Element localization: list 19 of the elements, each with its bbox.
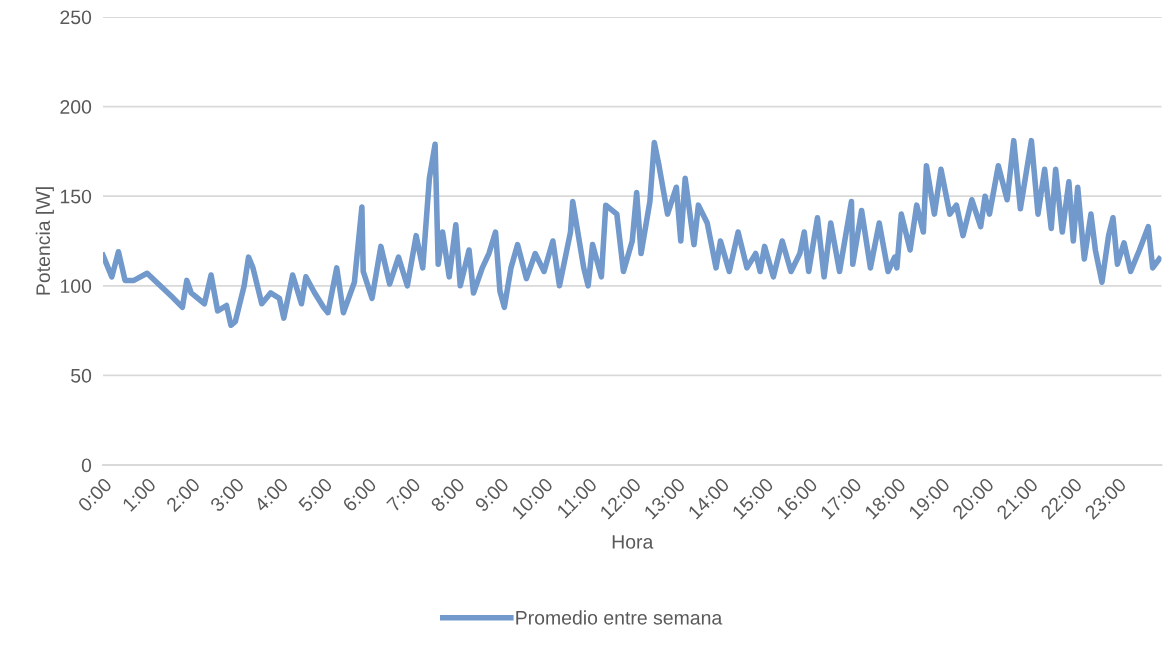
x-tick-label: 6:00 (341, 477, 378, 513)
x-tick-label: 8:00 (430, 477, 466, 513)
x-tick-label: 7:00 (386, 477, 422, 513)
x-tick-label: 2:00 (165, 477, 201, 513)
x-axis-title: Hora (612, 535, 654, 549)
legend-label: Promedio entre semana (516, 610, 723, 625)
y-tick-label: 200 (60, 100, 92, 114)
x-tick-label: 0:00 (77, 477, 113, 513)
y-tick-label: 250 (60, 10, 92, 25)
x-tick-label: 9:00 (474, 477, 510, 513)
x-tick-label: 4:00 (253, 477, 289, 513)
y-tick-label: 150 (60, 189, 92, 204)
x-tick-label: 5:00 (297, 477, 334, 513)
y-axis-title: Potencia [W] (35, 187, 54, 295)
y-tick-label: 50 (71, 368, 92, 383)
x-tick-label: 1:00 (121, 477, 157, 512)
y-tick-label: 100 (60, 279, 92, 294)
x-tick-label: 3:00 (209, 477, 245, 513)
y-tick-label: 0 (81, 458, 92, 473)
